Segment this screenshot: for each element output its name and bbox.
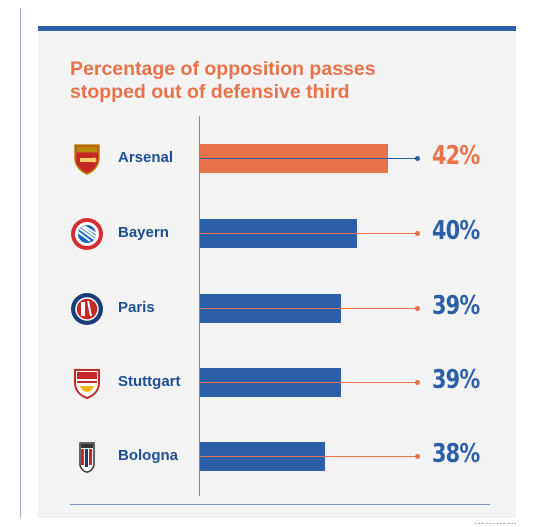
leader-dot (415, 380, 420, 385)
leader-dot (415, 231, 420, 236)
value-label: 40% (432, 216, 480, 246)
arsenal-crest-icon (70, 142, 104, 176)
category-label: Paris (118, 299, 155, 316)
leader-line (199, 233, 417, 234)
bottom-rule (70, 504, 490, 505)
leader-line (199, 158, 417, 159)
bar-row: Bayern 40% (38, 203, 516, 265)
bar-row: Arsenal 42% (38, 128, 516, 190)
leader-line (199, 308, 417, 309)
psg-crest-icon (70, 292, 104, 326)
category-axis-line (199, 116, 200, 496)
value-label: 39% (432, 365, 480, 395)
category-label: Stuttgart (118, 373, 181, 390)
stuttgart-crest-icon (70, 366, 104, 400)
value-label: 38% (432, 439, 480, 469)
leader-dot (415, 306, 420, 311)
leader-dot (415, 454, 420, 459)
category-label: Arsenal (118, 149, 174, 166)
value-label: 39% (432, 291, 480, 321)
page-left-rule (20, 8, 21, 518)
chart-card: Percentage of opposition passes stopped … (38, 26, 517, 527)
bayern-crest-icon (70, 217, 104, 251)
bar-row: Paris 39% (38, 278, 516, 340)
category-label: Bologna (118, 447, 178, 464)
leader-line (199, 382, 417, 383)
bar-row: Bologna 38% (38, 426, 516, 488)
card-top-bar (38, 26, 516, 31)
leader-dot (415, 156, 420, 161)
leader-line (199, 456, 417, 457)
chart-title: Percentage of opposition passes stopped … (70, 58, 376, 103)
bologna-crest-icon (70, 440, 104, 474)
category-label: Bayern (118, 224, 169, 241)
value-label: 42% (432, 141, 480, 171)
bar-row: Stuttgart 39% (38, 352, 516, 414)
